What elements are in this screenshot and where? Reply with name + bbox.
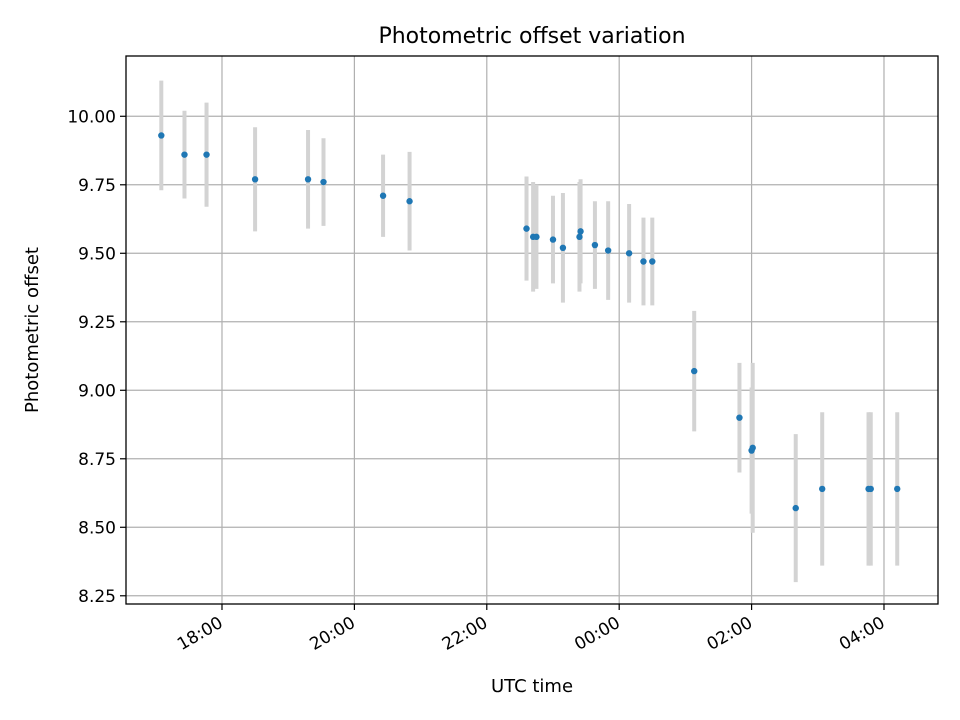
chart-title: Photometric offset variation — [378, 24, 685, 49]
data-point — [251, 176, 259, 183]
data-point — [203, 151, 210, 158]
data-point — [792, 504, 799, 512]
data-point — [867, 485, 874, 493]
x-tick-label: 18:00 — [174, 613, 226, 655]
data-point — [640, 258, 647, 265]
data-point — [749, 444, 756, 452]
x-tick-label: 00:00 — [571, 613, 623, 655]
plot-frame — [125, 55, 939, 605]
y-axis: 8.25 8.50 8.75 9.00 9.25 9.50 9.75 10.00 — [67, 107, 126, 607]
x-axis-label: UTC time — [491, 676, 573, 697]
data-points — [158, 132, 901, 512]
y-tick-label: 8.50 — [78, 518, 116, 538]
data-point — [533, 233, 540, 241]
x-tick-label: 22:00 — [439, 613, 491, 655]
x-tick-label: 02:00 — [704, 613, 756, 655]
data-point — [591, 241, 599, 249]
data-point — [625, 250, 633, 257]
data-point — [736, 414, 743, 421]
data-point — [158, 132, 165, 139]
y-tick-label: 9.75 — [78, 176, 116, 196]
y-tick-label: 8.25 — [78, 587, 116, 607]
data-point — [691, 367, 698, 375]
data-point — [549, 236, 557, 243]
data-point — [304, 176, 312, 183]
y-tick-label: 9.50 — [78, 244, 116, 264]
data-point — [181, 151, 188, 158]
data-point — [577, 228, 584, 235]
data-point — [576, 233, 583, 241]
x-tick-label: 20:00 — [306, 613, 358, 655]
data-point — [320, 178, 327, 186]
y-tick-label: 8.75 — [78, 450, 116, 470]
data-point — [649, 258, 656, 265]
data-point — [523, 225, 530, 232]
x-tick-label: 04:00 — [836, 613, 888, 655]
data-point — [559, 244, 567, 251]
y-tick-label: 10.00 — [67, 107, 116, 127]
data-point — [406, 198, 413, 205]
x-axis: 18:00 20:00 22:00 00:00 02:00 04:00 — [174, 604, 888, 655]
data-point — [819, 485, 826, 493]
data-point — [604, 247, 612, 254]
data-point — [379, 192, 387, 199]
y-tick-label: 9.00 — [78, 381, 116, 401]
y-axis-label: Photometric offset — [22, 247, 43, 413]
y-tick-label: 9.25 — [78, 313, 116, 333]
error-bars — [159, 80, 900, 583]
data-point — [894, 485, 901, 493]
grid — [126, 56, 938, 604]
